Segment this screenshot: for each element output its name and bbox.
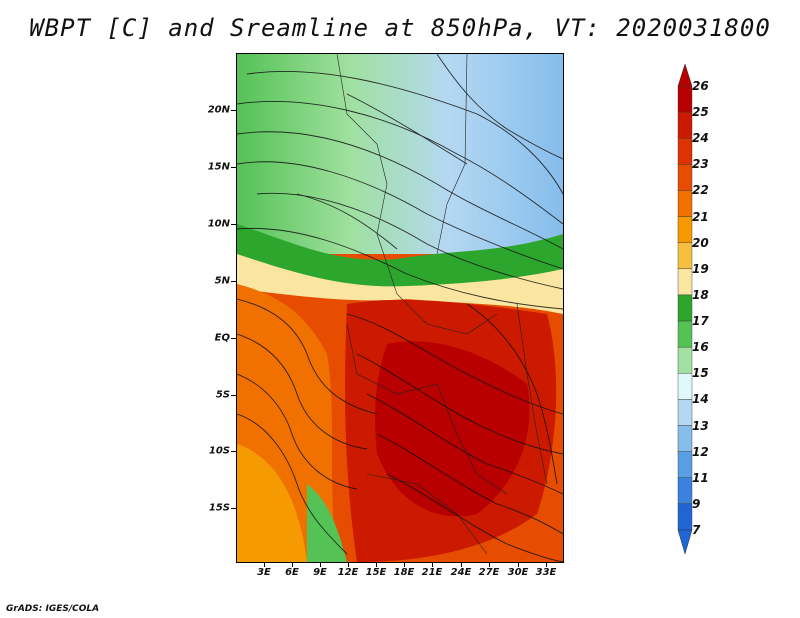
map-title: WBPT [C] and Sreamline at 850hPa, VT: 20… [29,14,771,42]
tan-band [237,254,563,314]
colorbar-label: 24 [692,131,709,146]
lat-label-15n: 15N [207,161,230,173]
lat-label-10n: 10N [207,218,230,230]
green-band [237,224,563,294]
lat-label-5n: 5N [214,275,230,287]
colorbar-label: 15 [692,366,709,381]
colorbar-label: 14 [692,392,709,407]
colorbar-segment [677,111,693,139]
lon-tick [292,563,293,567]
colorbar-segment [677,242,693,270]
colorbar-segment [677,425,693,452]
colorbar-segment [677,399,693,426]
colorbar-segment [677,346,693,374]
lon-label-21e: 21E [421,567,443,578]
colorbar-segment [677,138,693,165]
colorbar-label: 25 [692,105,709,120]
colorbar-top-arrow [677,63,693,87]
colorbar-label: 22 [692,183,709,198]
lon-label-24e: 24E [450,567,472,578]
lat-tick [231,167,236,168]
borders [336,54,548,555]
lat-tick [231,281,236,282]
map-panel [236,53,564,563]
colorbar-label: 26 [692,79,709,93]
colorbar-label: 12 [692,444,709,459]
lat-tick [231,224,236,225]
colorbar-segment [677,503,693,531]
colorbar-label: 13 [692,418,709,433]
colorbar-segment [677,294,693,322]
colorbar-segment [677,190,693,217]
lat-label-eq: EQ [214,332,230,344]
lon-tick [264,563,265,567]
colorbar-segment [677,216,693,243]
lon-label-12e: 12E [337,567,359,578]
colorbar-label: 21 [692,209,709,224]
lon-tick [376,563,377,567]
colorbar-label: 7 [692,523,701,537]
southwest-amber [237,444,307,562]
lon-tick [546,563,547,567]
lon-label-27e: 27E [478,567,500,578]
core-darkred [375,341,530,517]
colorbar-segment [677,164,693,191]
lon-label-18e: 18E [393,567,415,578]
lon-tick [404,563,405,567]
lat-label-20n: 20N [207,104,230,116]
lat-label-10s: 10S [208,445,230,457]
field-svg [237,54,563,562]
colorbar-label: 20 [692,235,709,250]
colorbar-segment [677,85,693,113]
colorbar-label: 9 [692,496,701,511]
colorbar-segments [677,85,693,531]
colorbar-label: 23 [692,157,709,172]
streamlines [237,54,563,562]
colorbar-label: 19 [692,261,709,276]
lat-tick [231,395,236,396]
southwest-green [307,484,347,562]
lat-label-5s: 5S [215,389,230,401]
colorbar-label: 17 [692,314,709,329]
colorbar-label: 16 [692,340,709,355]
lon-tick [348,563,349,567]
colorbar [677,63,693,555]
lon-label-3e: 3E [257,567,271,578]
lat-label-15s: 15S [208,502,230,514]
lon-tick [461,563,462,567]
lon-label-33e: 33E [535,567,557,578]
lon-label-15e: 15E [365,567,387,578]
lon-tick [518,563,519,567]
lon-tick [432,563,433,567]
colorbar-label: 11 [692,470,709,485]
lon-label-30e: 30E [507,567,529,578]
lon-tick [489,563,490,567]
credit-text: GrADS: IGES/COLA [6,604,100,614]
lon-tick [320,563,321,567]
north-cool-field [237,54,563,254]
colorbar-segment [677,477,693,505]
colorbar-bottom-arrow [677,529,693,555]
lat-tick [231,110,236,111]
colorbar-label: 18 [692,287,709,302]
lat-tick [231,451,236,452]
lon-label-9e: 9E [313,567,327,578]
lat-tick [231,338,236,339]
colorbar-segment [677,451,693,478]
lat-tick [231,508,236,509]
lon-label-6e: 6E [285,567,299,578]
colorbar-segment [677,268,693,296]
colorbar-segment [677,320,693,348]
colorbar-segment [677,373,693,400]
